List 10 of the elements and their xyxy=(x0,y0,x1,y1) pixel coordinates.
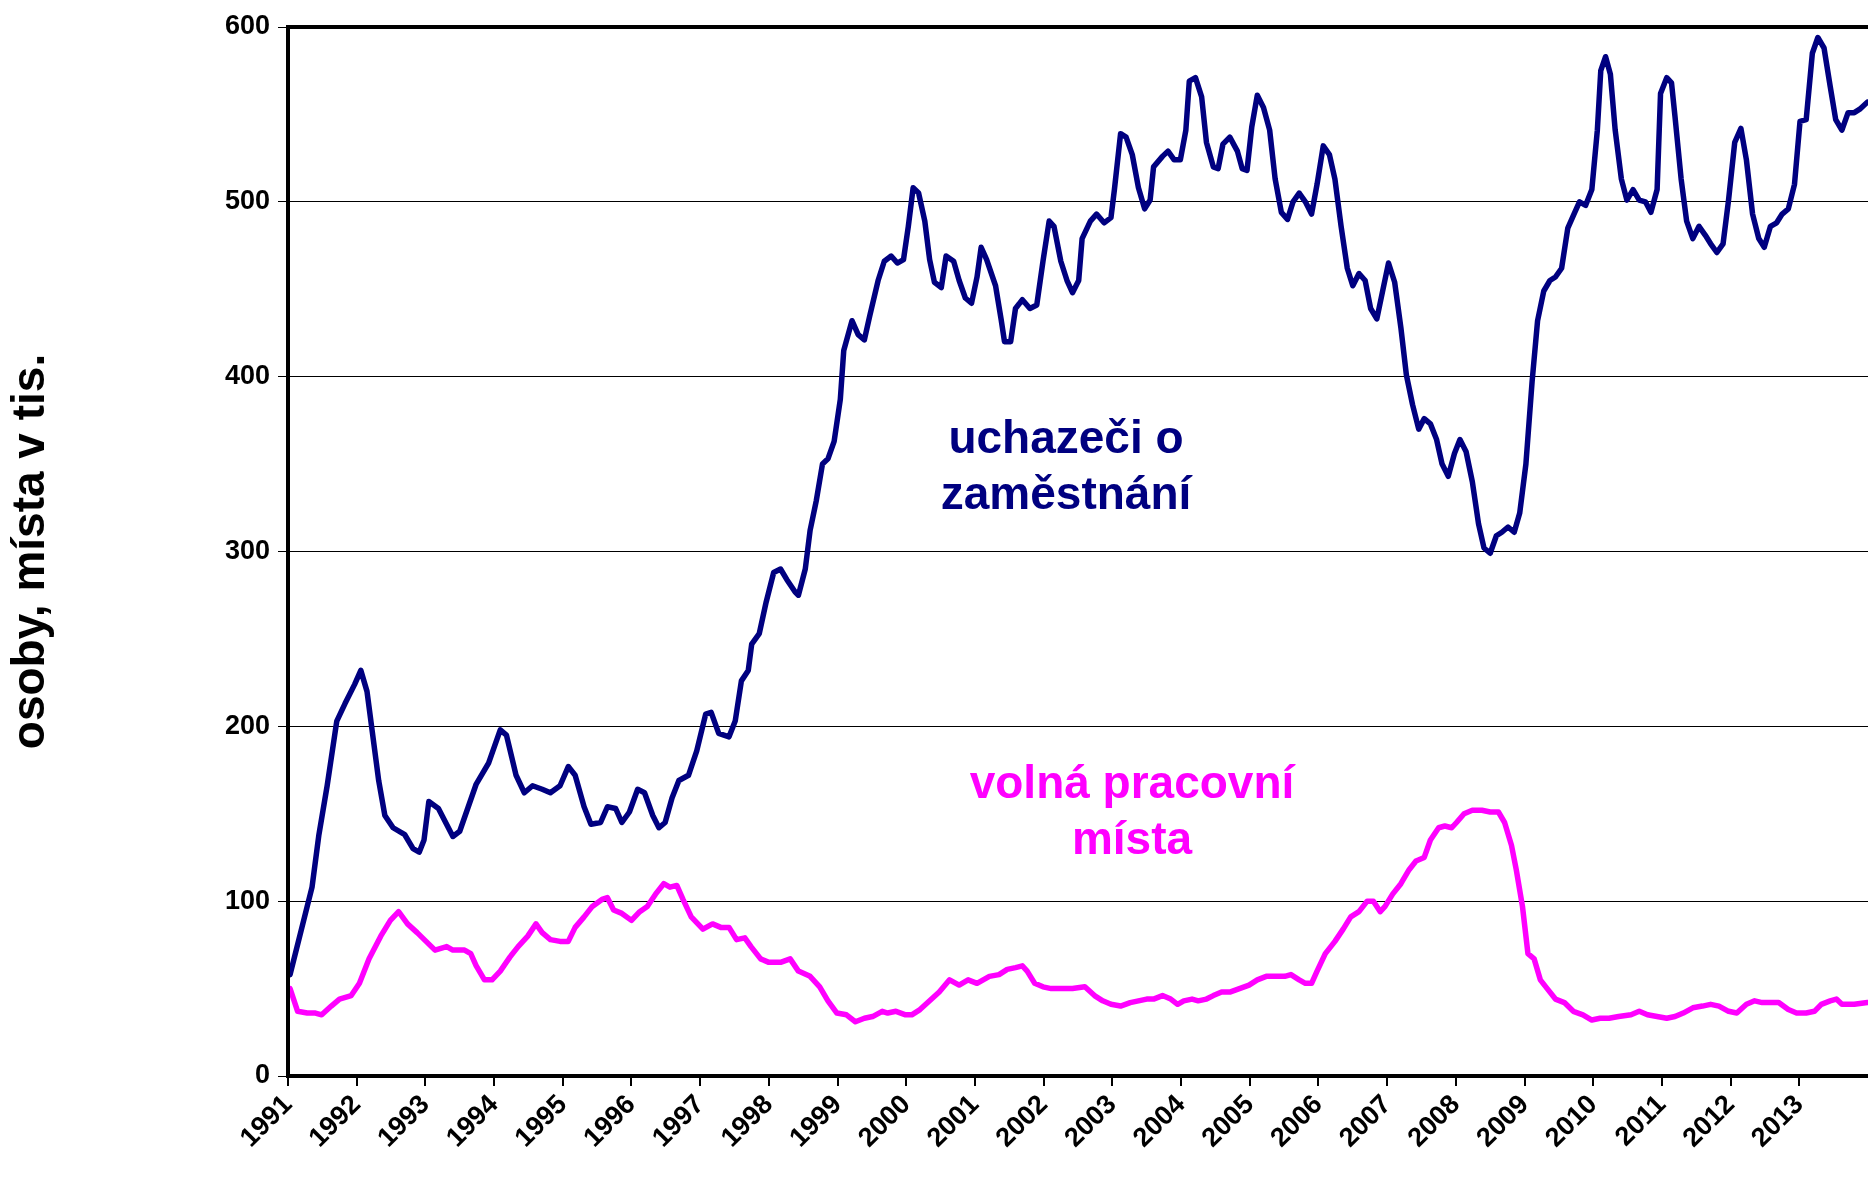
y-tick-label: 200 xyxy=(224,709,270,740)
y-tick-label: 100 xyxy=(224,884,270,915)
y-tick-label: 300 xyxy=(224,534,270,565)
text: uchazeči o zaměstnání xyxy=(940,410,1194,519)
y-tick-label: 0 xyxy=(254,1059,270,1090)
y-tick-label: 600 xyxy=(224,10,270,41)
y-axis-title: osoby, místa v tis. xyxy=(2,353,55,750)
y-tick-label: 500 xyxy=(224,185,270,216)
series-label: volná pracovní místa xyxy=(969,755,1297,864)
y-tick-label: 400 xyxy=(224,360,270,391)
